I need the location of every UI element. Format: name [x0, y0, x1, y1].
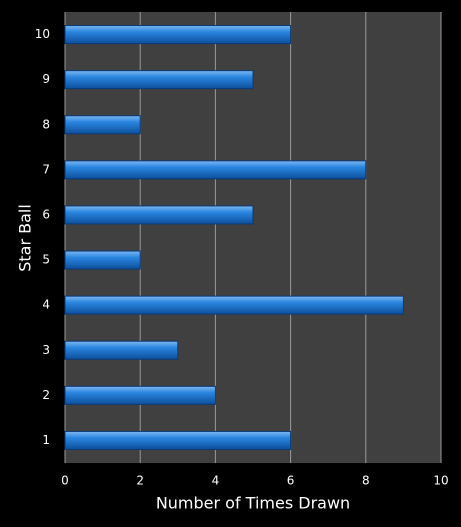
bar [64, 205, 254, 225]
y-tick-label: 3 [42, 343, 50, 357]
bar [64, 430, 292, 450]
y-tick-label: 10 [35, 27, 50, 41]
y-tick-label: 9 [42, 72, 50, 86]
x-tick-label: 8 [362, 474, 370, 488]
bar [64, 385, 216, 405]
y-tick-label: 1 [42, 433, 50, 447]
bar [64, 295, 404, 315]
x-tick-label: 0 [61, 474, 69, 488]
y-tick-label: 8 [42, 117, 50, 131]
bar [64, 115, 141, 135]
y-tick-label: 7 [42, 162, 50, 176]
y-tick-label: 5 [42, 253, 50, 267]
bar [64, 250, 141, 270]
y-tick-label: 4 [42, 298, 50, 312]
x-tick-label: 10 [433, 474, 448, 488]
bar [64, 70, 254, 90]
x-tick-label: 4 [212, 474, 220, 488]
bar [64, 25, 292, 45]
bar [64, 340, 179, 360]
bar [64, 160, 367, 180]
y-tick-label: 2 [42, 388, 50, 402]
x-tick-label: 6 [287, 474, 295, 488]
y-axis-title: Star Ball [16, 204, 35, 272]
y-tick-label: 6 [42, 207, 50, 221]
x-tick-label: 2 [136, 474, 144, 488]
x-axis-title: Number of Times Drawn [156, 494, 350, 513]
